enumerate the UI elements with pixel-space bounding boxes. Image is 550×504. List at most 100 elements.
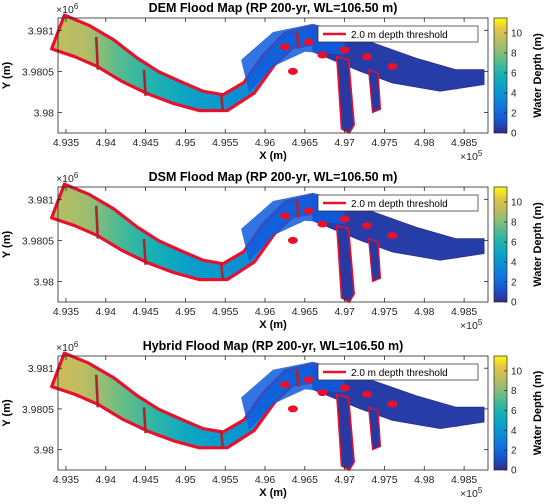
threshold-cluster xyxy=(317,51,328,59)
x-tick-label: 4.965 xyxy=(292,306,318,318)
colorbar-tick-label: 6 xyxy=(511,69,517,80)
y-exponent-label: ×106 xyxy=(56,2,79,16)
colorbar xyxy=(493,186,508,303)
colorbar-tick-label: 2 xyxy=(511,278,517,289)
threshold-cluster xyxy=(287,67,298,75)
y-axis-label: Y (m) xyxy=(1,399,13,427)
threshold-cluster xyxy=(303,207,314,215)
colorbar-tick-label: 10 xyxy=(511,198,523,209)
x-tick-label: 4.975 xyxy=(371,474,397,486)
x-tick-label: 4.935 xyxy=(53,306,79,318)
x-tick-label: 4.98 xyxy=(414,306,435,318)
x-tick-label: 4.945 xyxy=(132,306,158,318)
y-tick-label: 3.98 xyxy=(34,445,55,457)
threshold-cluster xyxy=(339,215,350,223)
legend-label: 2.0 m depth threshold xyxy=(351,368,448,379)
shallow-floodplain-east xyxy=(312,365,485,430)
threshold-cluster xyxy=(279,212,290,220)
x-tick-label: 4.96 xyxy=(255,474,276,486)
colorbar-tick-label: 4 xyxy=(511,89,517,100)
cross-section-line xyxy=(219,431,225,449)
cross-section-line xyxy=(142,238,147,265)
colorbar-label: Water Depth (m) xyxy=(532,33,544,118)
chart-title: Hybrid Flood Map (RP 200-yr, WL=106.50 m… xyxy=(143,339,404,353)
x-tick-label: 4.95 xyxy=(175,306,196,318)
colorbar-tick-label: 6 xyxy=(511,238,517,249)
x-tick-label: 4.97 xyxy=(334,474,355,486)
legend-label: 2.0 m depth threshold xyxy=(351,30,448,41)
x-tick-label: 4.94 xyxy=(96,137,117,149)
x-tick-label: 4.94 xyxy=(96,306,117,318)
colorbar-tick-label: 0 xyxy=(511,298,517,309)
x-tick-label: 4.96 xyxy=(255,306,276,318)
axes-box xyxy=(57,17,489,134)
shallow-floodplain-east xyxy=(312,197,485,261)
cross-section-line xyxy=(94,36,100,70)
y-exponent-power: 6 xyxy=(74,2,79,11)
threshold-cluster xyxy=(387,232,398,239)
colorbar-tick-label: 2 xyxy=(511,446,517,457)
cross-section-line xyxy=(219,262,225,281)
threshold-cluster xyxy=(339,46,350,54)
x-exponent-base: ×10 xyxy=(460,320,478,332)
y-tick-label: 3.98 xyxy=(34,107,55,119)
y-tick-label: 3.981 xyxy=(28,25,54,37)
colorbar-tick-label: 4 xyxy=(511,258,517,269)
threshold-cluster xyxy=(303,376,314,384)
threshold-cluster xyxy=(303,38,314,46)
x-tick-label: 4.935 xyxy=(53,474,79,486)
colorbar-tick-label: 4 xyxy=(511,426,517,437)
y-exponent-base: ×10 xyxy=(56,342,74,354)
y-tick-label: 3.9805 xyxy=(22,404,54,416)
y-tick-label: 3.98 xyxy=(34,276,55,288)
x-exponent-base: ×10 xyxy=(460,151,478,163)
x-tick-label: 4.945 xyxy=(132,474,158,486)
cross-section-line xyxy=(219,93,225,112)
tributary-channel-2 xyxy=(367,406,382,451)
axes-box xyxy=(57,186,489,303)
colorbar-tick-label: 0 xyxy=(511,466,517,477)
x-axis-label: X (m) xyxy=(259,150,287,162)
x-exponent-base: ×10 xyxy=(460,488,478,500)
cross-section-line xyxy=(94,205,100,239)
x-tick-label: 4.965 xyxy=(292,474,318,486)
threshold-cluster xyxy=(362,222,372,230)
colorbar-tick-label: 0 xyxy=(511,129,517,140)
x-tick-label: 4.955 xyxy=(212,306,238,318)
flood-map-panel-2: 4.935 4.94 4.945 4.95 4.955 4.96 4.965 4.97 4.97… xyxy=(1,170,544,332)
x-tick-label: 4.94 xyxy=(96,474,117,486)
threshold-cluster xyxy=(279,381,290,388)
y-tick-label: 3.981 xyxy=(28,194,54,206)
colorbar-tick-label: 8 xyxy=(511,49,517,60)
x-tick-label: 4.98 xyxy=(414,137,435,149)
cross-section-line xyxy=(142,407,147,434)
colorbar-label: Water Depth (m) xyxy=(532,202,544,287)
cross-section-line xyxy=(295,200,300,218)
x-tick-label: 4.955 xyxy=(212,137,238,149)
x-tick-label: 4.945 xyxy=(132,137,158,149)
x-tick-label: 4.97 xyxy=(334,137,355,149)
threshold-cluster xyxy=(339,384,350,392)
y-axis-label: Y (m) xyxy=(1,231,13,259)
threshold-cluster xyxy=(287,236,298,244)
y-exponent-power: 6 xyxy=(74,171,79,180)
x-tick-label: 4.975 xyxy=(371,137,397,149)
y-tick-label: 3.9805 xyxy=(22,66,54,78)
tributary-channel-2 xyxy=(367,237,382,283)
y-tick-label: 3.981 xyxy=(28,363,54,375)
threshold-cluster xyxy=(317,389,328,397)
x-tick-label: 4.985 xyxy=(451,474,477,486)
x-tick-label: 4.95 xyxy=(175,474,196,486)
colorbar-tick-label: 8 xyxy=(511,218,517,229)
colorbar-tick-label: 10 xyxy=(511,366,523,377)
x-tick-label: 4.965 xyxy=(292,137,318,149)
y-exponent-base: ×10 xyxy=(56,173,74,185)
cross-section-line xyxy=(142,69,147,96)
x-tick-label: 4.98 xyxy=(414,474,435,486)
y-exponent-power: 6 xyxy=(74,340,79,349)
legend-box xyxy=(317,25,479,43)
x-axis-label: X (m) xyxy=(259,487,287,499)
x-tick-label: 4.935 xyxy=(53,137,79,149)
cross-section-line xyxy=(295,369,300,387)
